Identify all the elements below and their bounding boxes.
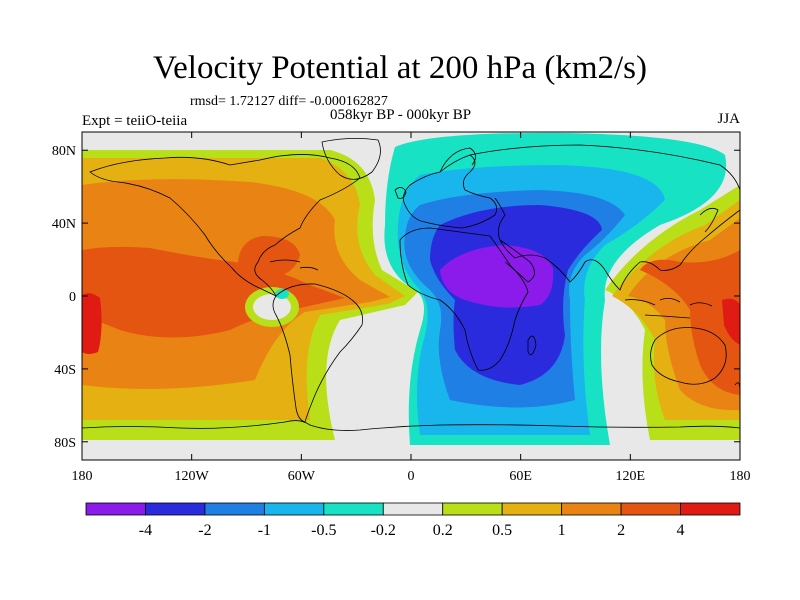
coast-indonesia (624, 298, 713, 319)
colorbar-swatch (442, 502, 503, 516)
colorbar-label: 4 (677, 522, 685, 539)
x-tick-label: 60E (509, 469, 532, 484)
contour-east-pos-2 (640, 235, 740, 395)
velocity-potential-field (82, 132, 740, 460)
x-tick-label: 120E (616, 469, 646, 484)
colorbar-label: -2 (198, 522, 211, 539)
contour-neg-4 (440, 245, 554, 308)
season-label: JJA (717, 111, 740, 127)
coastlines (82, 138, 740, 431)
y-tick-label: 80N (52, 144, 76, 159)
colorbar-label: -1 (258, 522, 271, 539)
coast-asia (469, 144, 740, 291)
contour-pos-2 (82, 246, 345, 338)
colorbar-label: 2 (617, 522, 625, 539)
contour-pos-2-caribbean (238, 236, 300, 278)
x-tick-label: 180 (730, 469, 751, 484)
colorbar-label: 0.2 (433, 522, 453, 539)
x-tick-label: 60W (288, 469, 316, 484)
colorbar-label: -0.2 (371, 522, 396, 539)
coast-madagascar (527, 335, 537, 356)
contour-neutral-center (253, 294, 291, 320)
coast-greenland (321, 138, 381, 180)
colorbar-swatch (145, 502, 206, 516)
coast-arabia (499, 239, 535, 283)
coast-antarctica (82, 420, 740, 431)
colorbar-label: 1 (558, 522, 566, 539)
coast-europe (402, 154, 498, 229)
experiment-label: Expt = teiiO-teiia (82, 113, 188, 129)
colorbar-swatch (323, 502, 384, 516)
y-tick-label: 0 (69, 290, 76, 305)
x-tick-label: 0 (408, 469, 415, 484)
y-tick-label: 80S (54, 436, 76, 451)
stats-text: rmsd= 1.72127 diff= -0.000162827 (190, 94, 388, 109)
colorbar-label: 0.5 (492, 522, 512, 539)
colorbar-swatch (501, 502, 563, 516)
coast-uk (394, 187, 407, 199)
longitude-axis: 180 120W 60W 0 60E 120E 180 (72, 132, 751, 484)
coast-south-america (272, 283, 363, 423)
colorbar-swatch (382, 502, 444, 516)
colorbar-swatch (561, 502, 622, 516)
coast-australia (650, 327, 727, 385)
colorbar-label: -0.5 (311, 522, 336, 539)
colorbar-label: -4 (139, 522, 152, 539)
map-title: Velocity Potential at 200 hPa (km2/s) (152, 50, 648, 86)
x-tick-label: 180 (72, 469, 93, 484)
coast-scandinavia (439, 147, 476, 173)
colorbar-swatch (204, 502, 265, 516)
latitude-axis: 80N 40N 0 40S 80S (52, 144, 740, 451)
colorbar-swatch (620, 502, 681, 516)
colorbar-swatch (85, 502, 146, 516)
coast-africa (399, 227, 529, 371)
contour-neg-small (275, 289, 289, 299)
colorbar: -4 -2 -1 -0.5 -0.2 0.2 0.5 1 2 4 (85, 502, 741, 539)
x-tick-label: 120W (175, 469, 210, 484)
y-tick-label: 40S (54, 363, 76, 378)
coast-north-america (89, 154, 361, 297)
y-tick-label: 40N (52, 217, 76, 232)
coast-caribbean (269, 259, 319, 271)
colorbar-swatch (263, 502, 325, 516)
period-text: 058kyr BP - 000kyr BP (330, 107, 472, 123)
colorbar-swatch (680, 502, 741, 516)
contour-pos-4 (82, 293, 102, 354)
contour-east-pos-4 (722, 298, 740, 345)
coast-japan (699, 207, 719, 233)
